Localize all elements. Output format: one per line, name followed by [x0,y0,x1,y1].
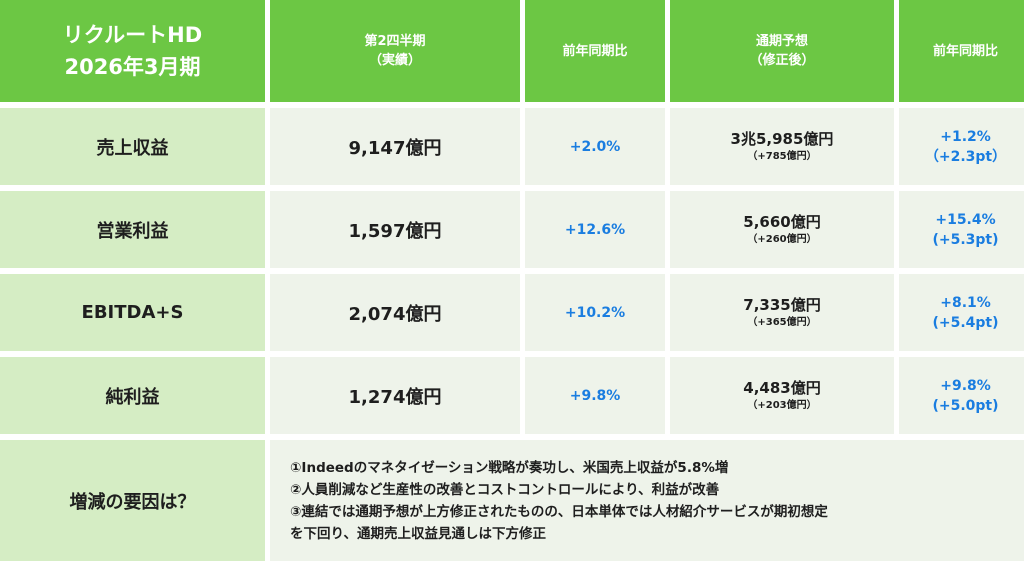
forecast-revision: （+365億円） [747,316,817,328]
column-header-forecast-line2: （修正後） [749,53,815,68]
column-header-forecast-line1: 通期予想 [755,34,808,49]
forecast-value: 3兆5,985億円 [730,129,834,148]
table-title: リクルートHD 2026年3月期 [0,0,265,102]
note-line: を下回り、通期売上収益見通しは下方修正 [290,525,546,542]
fy-yoy-pt: (+5.4pt) [932,314,999,331]
yoy-value: +10.2% [564,304,626,321]
yoy-cell: +10.2% [525,274,665,351]
row-label-ebitda-s: EBITDA+S [0,274,265,351]
notes-body: ①Indeedのマネタイゼーション戦略が奏功し、米国売上収益が5.8%増 ②人員… [270,440,1024,561]
fiscal-period: 2026年3月期 [64,55,201,79]
column-header-q2-line2: （実績） [368,53,421,68]
forecast-revision: （+260億円） [747,233,817,245]
forecast-cell: 7,335億円 （+365億円） [670,274,894,351]
q2-value: 1,274億円 [270,357,520,434]
fy-yoy-value: +1.2% [940,128,991,145]
fy-yoy-cell: +15.4% (+5.3pt) [899,191,1024,268]
fy-yoy-value: +8.1% [940,294,991,311]
column-header-yoy: 前年同期比 [525,0,665,102]
column-header-fy-yoy-label: 前年同期比 [932,43,998,59]
fy-yoy-value: +15.4% [935,211,996,228]
yoy-value: +9.8% [569,387,621,404]
q2-value: 1,597億円 [270,191,520,268]
q2-value: 2,074億円 [270,274,520,351]
forecast-cell: 5,660億円 （+260億円） [670,191,894,268]
forecast-cell: 4,483億円 （+203億円） [670,357,894,434]
fy-yoy-pt: （+2.3pt） [924,148,1007,165]
forecast-value: 5,660億円 [743,212,821,231]
column-header-yoy-label: 前年同期比 [562,43,628,59]
fy-yoy-value: +9.8% [940,377,991,394]
yoy-value: +2.0% [569,138,621,155]
fy-yoy-cell: +1.2% （+2.3pt） [899,108,1024,185]
company-name: リクルートHD [62,23,203,47]
fy-yoy-pt: (+5.0pt) [932,397,999,414]
note-line: ③連結では通期予想が上方修正されたものの、日本単体では人材紹介サービスが期初想定 [290,503,828,520]
forecast-value: 4,483億円 [743,378,821,397]
fy-yoy-pt: (+5.3pt) [932,231,999,248]
fy-yoy-cell: +9.8% (+5.0pt) [899,357,1024,434]
q2-value: 9,147億円 [270,108,520,185]
yoy-cell: +12.6% [525,191,665,268]
row-label-net-income: 純利益 [0,357,265,434]
forecast-value: 7,335億円 [743,295,821,314]
forecast-revision: （+785億円） [747,150,817,162]
note-line: ②人員削減など生産性の改善とコストコントロールにより、利益が改善 [290,481,720,498]
fy-yoy-cell: +8.1% (+5.4pt) [899,274,1024,351]
column-header-forecast: 通期予想 （修正後） [670,0,894,102]
yoy-cell: +9.8% [525,357,665,434]
column-header-q2-line1: 第2四半期 [364,34,426,49]
note-line: ①Indeedのマネタイゼーション戦略が奏功し、米国売上収益が5.8%増 [290,459,729,476]
row-label-revenue: 売上収益 [0,108,265,185]
notes-label: 増減の要因は？ [0,440,265,561]
column-header-q2: 第2四半期 （実績） [270,0,520,102]
yoy-cell: +2.0% [525,108,665,185]
yoy-value: +12.6% [564,221,626,238]
column-header-fy-yoy: 前年同期比 [899,0,1024,102]
forecast-revision: （+203億円） [747,399,817,411]
forecast-cell: 3兆5,985億円 （+785億円） [670,108,894,185]
row-label-operating-profit: 営業利益 [0,191,265,268]
